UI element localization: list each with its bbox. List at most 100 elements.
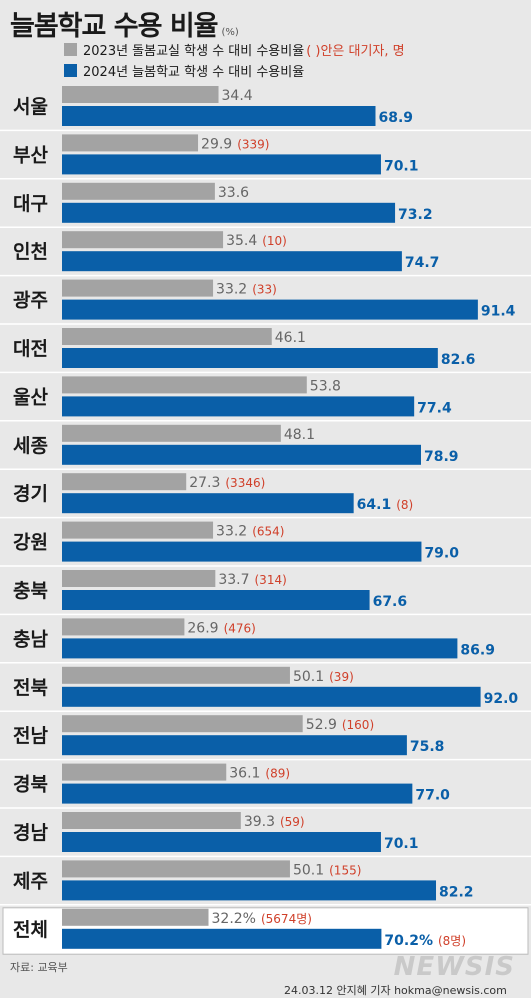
bar-2023	[62, 715, 303, 733]
region-label: 전체	[13, 919, 48, 941]
bar-2024	[62, 783, 413, 804]
bar-2023	[62, 812, 241, 829]
value-label-2024: 82.6	[441, 352, 476, 368]
title-unit: (%)	[221, 27, 239, 38]
waitlist-label-2023: (314)	[255, 573, 287, 587]
source-note: 자료: 교육부	[10, 961, 68, 974]
waitlist-label-2023: (476)	[224, 621, 256, 635]
region-label: 광주	[13, 290, 48, 312]
bar-2023	[62, 182, 215, 200]
region-label: 전남	[13, 725, 48, 747]
value-label-2024: 74.7	[405, 255, 440, 271]
waitlist-label-2023: (33)	[252, 283, 277, 297]
value-label-2024: 67.6	[373, 594, 408, 610]
value-label-2023: 36.1	[229, 766, 260, 782]
bar-2023	[62, 376, 307, 394]
credit-line: 24.03.12 안지혜 기자 hokma@newsis.com	[284, 984, 507, 997]
value-label-2024: 68.9	[378, 110, 413, 126]
bar-2024	[62, 541, 422, 562]
bar-2023	[62, 231, 224, 249]
waitlist-label-2024: (8명)	[438, 934, 466, 948]
waitlist-label-2023: (89)	[265, 767, 290, 781]
bar-2023	[62, 86, 219, 103]
value-label-2024: 82.2	[439, 884, 474, 900]
waitlist-label-2023: (5674명)	[261, 912, 312, 926]
value-label-2024: 75.8	[410, 739, 445, 755]
bar-2024	[62, 348, 438, 368]
bar-2023	[62, 134, 199, 152]
legend-label-2023: 2023년 돌봄교실 학생 수 대비 수용비율	[83, 44, 305, 59]
region-label: 전북	[13, 677, 48, 699]
bar-2023	[62, 424, 281, 442]
bar-2024	[62, 832, 381, 852]
region-label: 서울	[13, 96, 48, 118]
waitlist-label-2023: (39)	[329, 670, 354, 684]
legend-label-2024: 2024년 늘봄학교 학생 수 대비 수용비율	[83, 65, 305, 80]
value-label-2023: 33.2	[216, 282, 247, 298]
value-label-2023: 29.9	[201, 136, 232, 152]
chart-title: 늘봄학교 수용 비율 (%)	[10, 11, 239, 42]
bar-2024	[62, 251, 402, 272]
bar-2024	[62, 686, 481, 707]
legend-note: ( )안은 대기자, 명	[306, 44, 405, 59]
bar-2024	[62, 493, 354, 514]
value-label-2023: 33.2	[216, 524, 247, 540]
waitlist-label-2023: (10)	[262, 234, 287, 248]
bar-2024	[62, 396, 415, 417]
waitlist-label-2023: (3346)	[225, 476, 265, 490]
value-label-2024: 92.0	[484, 691, 519, 707]
value-label-2023: 39.3	[244, 814, 275, 830]
region-label: 대구	[13, 193, 48, 215]
bar-2024	[62, 202, 396, 223]
value-label-2023: 48.1	[284, 427, 315, 443]
bar-2023	[62, 570, 216, 587]
region-label: 경북	[13, 774, 48, 796]
bar-2024	[62, 154, 381, 175]
legend-2024: 2024년 늘봄학교 학생 수 대비 수용비율	[64, 61, 304, 80]
waitlist-label-2023: (654)	[252, 525, 284, 539]
value-label-2024: 77.4	[417, 400, 452, 416]
value-label-2024: 91.4	[481, 304, 516, 320]
value-label-2023: 33.6	[218, 185, 249, 201]
region-label: 부산	[13, 144, 48, 166]
bar-2024	[62, 928, 382, 949]
value-label-2023: 33.7	[218, 572, 249, 588]
value-label-2024: 64.1	[357, 497, 392, 513]
bar-2023	[62, 279, 214, 297]
region-label: 인천	[13, 241, 48, 263]
value-label-2023: 53.8	[310, 378, 341, 394]
value-label-2023: 50.1	[293, 862, 324, 878]
waitlist-label-2024: (8)	[396, 498, 413, 512]
value-label-2023: 52.9	[306, 717, 337, 733]
value-label-2024: 86.9	[460, 642, 495, 658]
value-label-2023: 35.4	[226, 233, 257, 249]
bar-2024	[62, 735, 407, 756]
legend-swatch-blue	[64, 64, 77, 77]
region-label: 대전	[13, 338, 48, 360]
bar-2024	[62, 299, 478, 320]
region-label: 강원	[13, 532, 48, 554]
waitlist-label-2023: (160)	[342, 718, 374, 732]
region-label: 충북	[13, 580, 48, 602]
waitlist-label-2023: (339)	[237, 137, 269, 151]
region-label: 충남	[13, 628, 48, 650]
legend-swatch-gray	[64, 43, 77, 56]
bar-2024	[62, 444, 421, 465]
bar-2023	[62, 328, 272, 345]
bar-2023	[62, 860, 290, 878]
value-label-2024: 77.0	[415, 788, 450, 804]
bar-2024	[62, 590, 370, 610]
value-label-2023: 46.1	[275, 330, 306, 346]
value-label-2023: 26.9	[187, 620, 218, 636]
waitlist-label-2023: (155)	[329, 863, 361, 877]
bar-2024	[62, 106, 376, 126]
value-label-2023: 50.1	[293, 669, 324, 685]
value-label-2024: 70.2%	[384, 933, 433, 949]
value-label-2023: 32.2%	[212, 911, 256, 927]
value-label-2024: 78.9	[424, 449, 459, 465]
region-label: 제주	[13, 870, 48, 892]
value-label-2024: 70.1	[384, 836, 419, 852]
region-label: 경기	[13, 483, 48, 505]
bar-2023	[62, 908, 209, 926]
